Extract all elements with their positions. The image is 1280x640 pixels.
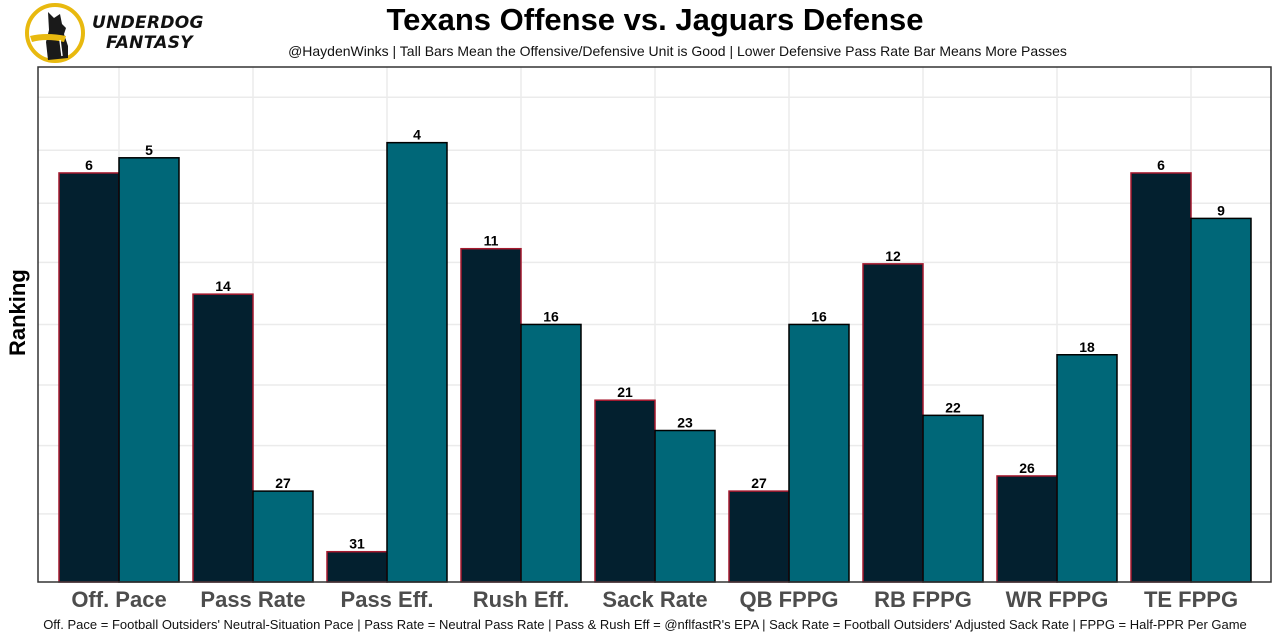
bar-value-label: 21 [617,384,633,400]
bar-value-label: 14 [215,278,231,294]
x-tick-label: Rush Eff. [473,587,570,612]
underdog-logo-icon [25,3,85,63]
bars [58,141,1252,583]
defense-bar [252,490,314,583]
bar-value-label: 26 [1019,460,1035,476]
offense-bar [460,247,522,583]
plot-frame [37,66,1272,583]
offense-bar [728,490,790,583]
offense-bar [1130,172,1192,583]
bar-value-label: 4 [413,127,421,143]
bar-value-label: 11 [484,233,499,249]
offense-bar [58,172,120,583]
brand-line-2: FANTASY [106,33,193,53]
x-tick-label: RB FPPG [874,587,972,612]
bar-value-label: 27 [275,475,291,491]
offense-bar [594,399,656,583]
bar-value-label: 9 [1217,202,1225,218]
bar-value-label: 16 [543,308,559,324]
value-labels: 6 5 14 27 31 4 11 16 21 23 27 16 12 22 26 18 6 9 [85,127,1225,552]
x-tick-label: WR FPPG [1006,587,1109,612]
bar-value-label: 16 [811,308,827,324]
brand-wordmark: UNDERDOG FANTASY [92,13,204,53]
bar-value-label: 31 [349,536,365,552]
offense-bar [996,475,1058,583]
offense-bar [862,263,924,583]
offense-bar [192,293,254,583]
defense-bar [520,323,582,583]
defense-bar [654,429,716,583]
bar-value-label: 23 [677,415,693,431]
bar-value-label: 12 [885,248,901,264]
defense-bar [1056,354,1118,583]
x-tick-label: Off. Pace [71,587,166,612]
bar-value-label: 5 [145,142,153,158]
defense-bar [386,141,448,583]
bar-value-label: 27 [751,475,767,491]
bar-value-label: 6 [85,157,93,173]
defense-bar [922,414,984,583]
brand-line-1: UNDERDOG [92,13,204,33]
x-tick-labels: Off. Pace Pass Rate Pass Eff. Rush Eff. Sack… [71,587,1238,612]
x-tick-label: QB FPPG [739,587,838,612]
defense-bar [788,323,850,583]
x-tick-label: Pass Eff. [341,587,434,612]
x-tick-label: Pass Rate [200,587,305,612]
defense-bar [118,157,180,583]
x-tick-label: Sack Rate [602,587,707,612]
bar-value-label: 6 [1157,157,1165,173]
chart-subtitle: @HaydenWinks | Tall Bars Mean the Offens… [288,43,1067,59]
defense-bar [1190,217,1252,583]
offense-bar [326,550,388,583]
bar-value-label: 18 [1079,339,1095,355]
bar-value-label: 22 [945,399,961,415]
chart-caption: Off. Pace = Football Outsiders' Neutral-… [43,617,1247,632]
chart-title: Texans Offense vs. Jaguars Defense [386,2,924,37]
x-tick-label: TE FPPG [1144,587,1238,612]
